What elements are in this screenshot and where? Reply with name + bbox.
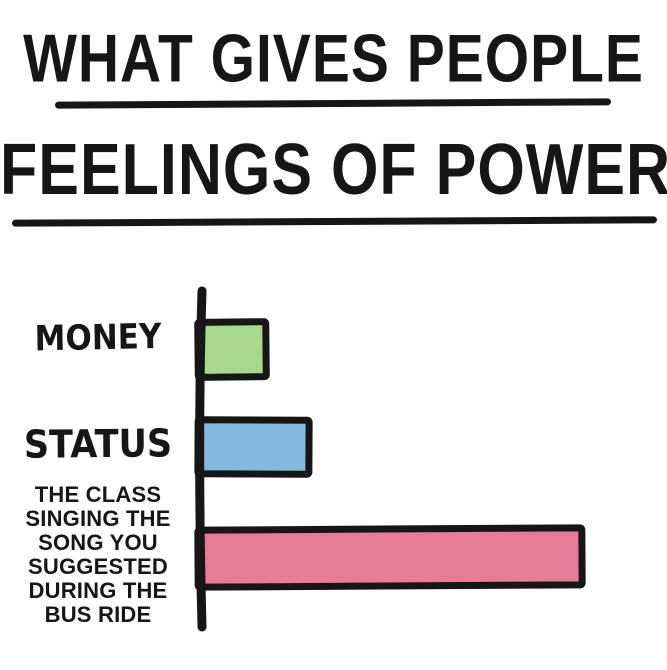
- category-label-bus-ride: THE CLASS SINGING THE SONG YOU SUGGESTED…: [25, 482, 171, 627]
- bar-status: [194, 416, 313, 478]
- bar-bus-ride: [194, 524, 586, 591]
- bar-money: [194, 318, 270, 381]
- y-axis-line: [195, 286, 207, 632]
- chart-title-line-1: WHAT GIVES PEOPLE: [23, 21, 644, 97]
- chart-title-line-2: FEELINGS OF POWER: [0, 128, 667, 210]
